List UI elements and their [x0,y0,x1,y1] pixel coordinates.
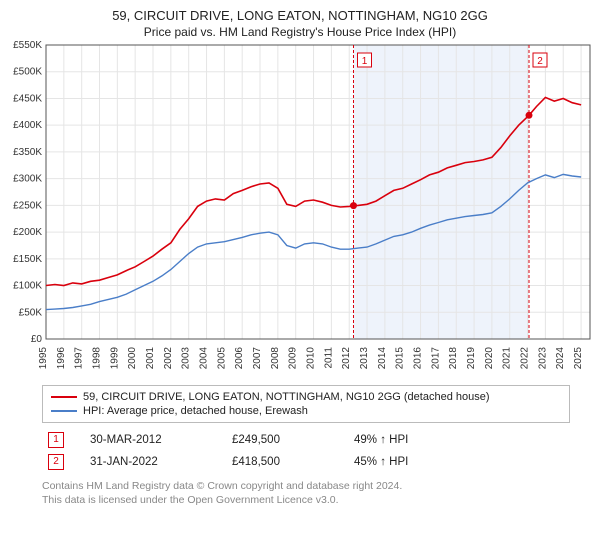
legend-row: HPI: Average price, detached house, Erew… [51,404,561,418]
legend: 59, CIRCUIT DRIVE, LONG EATON, NOTTINGHA… [42,385,570,423]
svg-text:1997: 1997 [74,347,85,370]
transaction-marker: 1 [48,432,64,448]
footer-line1: Contains HM Land Registry data © Crown c… [42,479,570,493]
chart-container: 59, CIRCUIT DRIVE, LONG EATON, NOTTINGHA… [0,0,600,515]
svg-text:£50K: £50K [19,307,43,318]
svg-text:1999: 1999 [109,347,120,370]
svg-text:2000: 2000 [127,347,138,370]
footer-line2: This data is licensed under the Open Gov… [42,493,570,507]
svg-text:£300K: £300K [13,174,42,185]
footer-attribution: Contains HM Land Registry data © Crown c… [42,479,570,515]
svg-text:2009: 2009 [288,347,299,370]
svg-text:1: 1 [362,56,368,67]
transaction-price: £249,500 [226,429,348,451]
svg-text:2011: 2011 [323,347,334,369]
legend-swatch [51,396,77,398]
svg-text:2: 2 [537,56,543,67]
svg-text:£350K: £350K [13,147,42,158]
transaction-price: £418,500 [226,451,348,473]
svg-text:1995: 1995 [38,347,49,370]
transaction-marker: 2 [48,454,64,470]
svg-text:2024: 2024 [555,347,566,370]
transaction-delta: 45% ↑ HPI [348,451,570,473]
svg-text:2023: 2023 [537,347,548,370]
svg-text:2001: 2001 [145,347,156,370]
legend-swatch [51,410,77,412]
svg-text:£550K: £550K [13,40,42,51]
chart-area: £0 £50K £100K £150K £200K £250K £300K £350K £400… [0,39,600,379]
legend-row: 59, CIRCUIT DRIVE, LONG EATON, NOTTINGHA… [51,390,561,404]
legend-label: 59, CIRCUIT DRIVE, LONG EATON, NOTTINGHA… [83,391,490,403]
titles: 59, CIRCUIT DRIVE, LONG EATON, NOTTINGHA… [0,0,600,39]
transaction-row: 1 30-MAR-2012£249,50049% ↑ HPI [42,429,570,451]
transaction-date: 30-MAR-2012 [84,429,226,451]
svg-text:2012: 2012 [341,347,352,370]
svg-text:2019: 2019 [466,347,477,370]
transactions-table: 1 30-MAR-2012£249,50049% ↑ HPI 2 31-JAN-202… [42,429,570,473]
svg-text:2010: 2010 [306,347,317,370]
svg-text:£100K: £100K [13,281,42,292]
svg-text:2020: 2020 [484,347,495,370]
svg-text:£500K: £500K [13,67,42,78]
svg-text:1998: 1998 [92,347,103,370]
svg-text:2018: 2018 [448,347,459,370]
svg-text:2003: 2003 [181,347,192,370]
title-subtitle: Price paid vs. HM Land Registry's House … [0,25,600,39]
svg-text:£450K: £450K [13,93,42,104]
svg-text:£0: £0 [31,334,43,345]
svg-text:2004: 2004 [199,347,210,370]
transaction-delta: 49% ↑ HPI [348,429,570,451]
svg-text:2025: 2025 [573,347,584,370]
svg-text:2017: 2017 [430,347,441,370]
svg-text:2022: 2022 [520,347,531,370]
svg-text:2006: 2006 [234,347,245,370]
svg-text:2021: 2021 [502,347,513,370]
transaction-row: 2 31-JAN-2022£418,50045% ↑ HPI [42,451,570,473]
legend-label: HPI: Average price, detached house, Erew… [83,405,308,417]
title-address: 59, CIRCUIT DRIVE, LONG EATON, NOTTINGHA… [0,8,600,23]
svg-text:£150K: £150K [13,254,42,265]
svg-text:2008: 2008 [270,347,281,370]
line-chart: £0 £50K £100K £150K £200K £250K £300K £350K £400… [0,39,600,379]
transaction-date: 31-JAN-2022 [84,451,226,473]
svg-text:2013: 2013 [359,347,370,370]
svg-text:£200K: £200K [13,227,42,238]
svg-text:£400K: £400K [13,120,42,131]
svg-text:2005: 2005 [216,347,227,370]
svg-text:2014: 2014 [377,347,388,370]
svg-text:2016: 2016 [413,347,424,370]
svg-text:2015: 2015 [395,347,406,370]
svg-text:1996: 1996 [56,347,67,370]
svg-text:2007: 2007 [252,347,263,370]
svg-text:2002: 2002 [163,347,174,370]
svg-text:£250K: £250K [13,200,42,211]
